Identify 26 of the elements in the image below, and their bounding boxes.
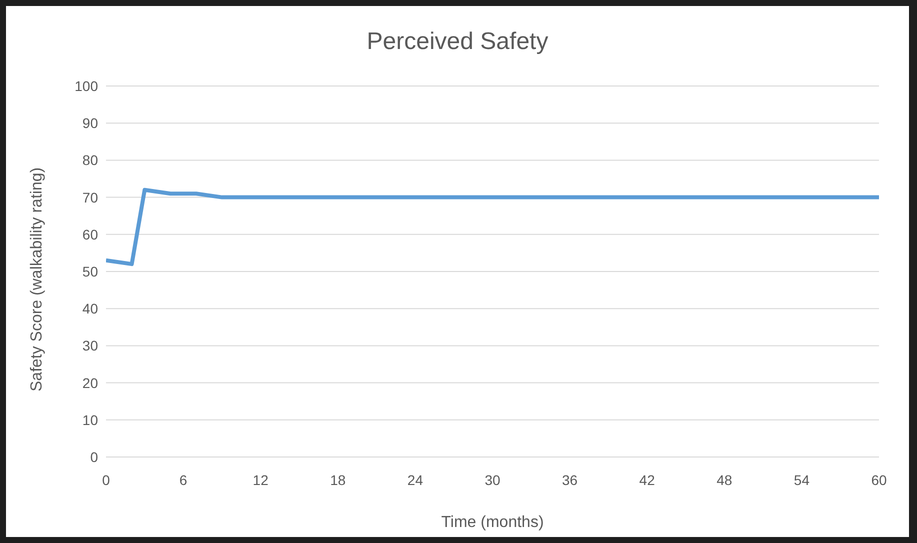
y-tick-label: 10: [82, 412, 98, 428]
y-tick-label: 30: [82, 338, 98, 354]
y-tick-label: 100: [74, 78, 98, 94]
line-series: [106, 188, 879, 266]
x-tick-label: 24: [407, 472, 424, 488]
y-axis-title: Safety Score (walkability rating): [28, 167, 46, 392]
x-tick-label: 48: [716, 472, 732, 488]
y-tick-label: 80: [82, 152, 98, 168]
x-axis-title: Time (months): [441, 514, 544, 531]
x-tick-label: 42: [639, 472, 656, 488]
x-tick-label: 18: [330, 472, 346, 488]
x-tick-label: 36: [562, 472, 578, 488]
y-tick-label: 90: [82, 115, 98, 132]
y-tick-label: 70: [82, 189, 98, 206]
chart-title: Perceived Safety: [366, 28, 550, 56]
y-tick-label: 20: [82, 374, 98, 391]
x-tick-label: 12: [252, 472, 269, 488]
y-tick-label: 0: [90, 448, 98, 465]
y-tick-label: 60: [82, 226, 98, 242]
x-tick-label: 6: [179, 472, 188, 488]
x-tick-label: 60: [871, 472, 887, 488]
x-tick-label: 0: [102, 472, 110, 488]
y-tick-label: 50: [82, 263, 98, 280]
y-tick-label: 40: [82, 300, 98, 317]
x-tick-label: 54: [794, 472, 810, 488]
x-tick-label: 30: [484, 472, 500, 488]
